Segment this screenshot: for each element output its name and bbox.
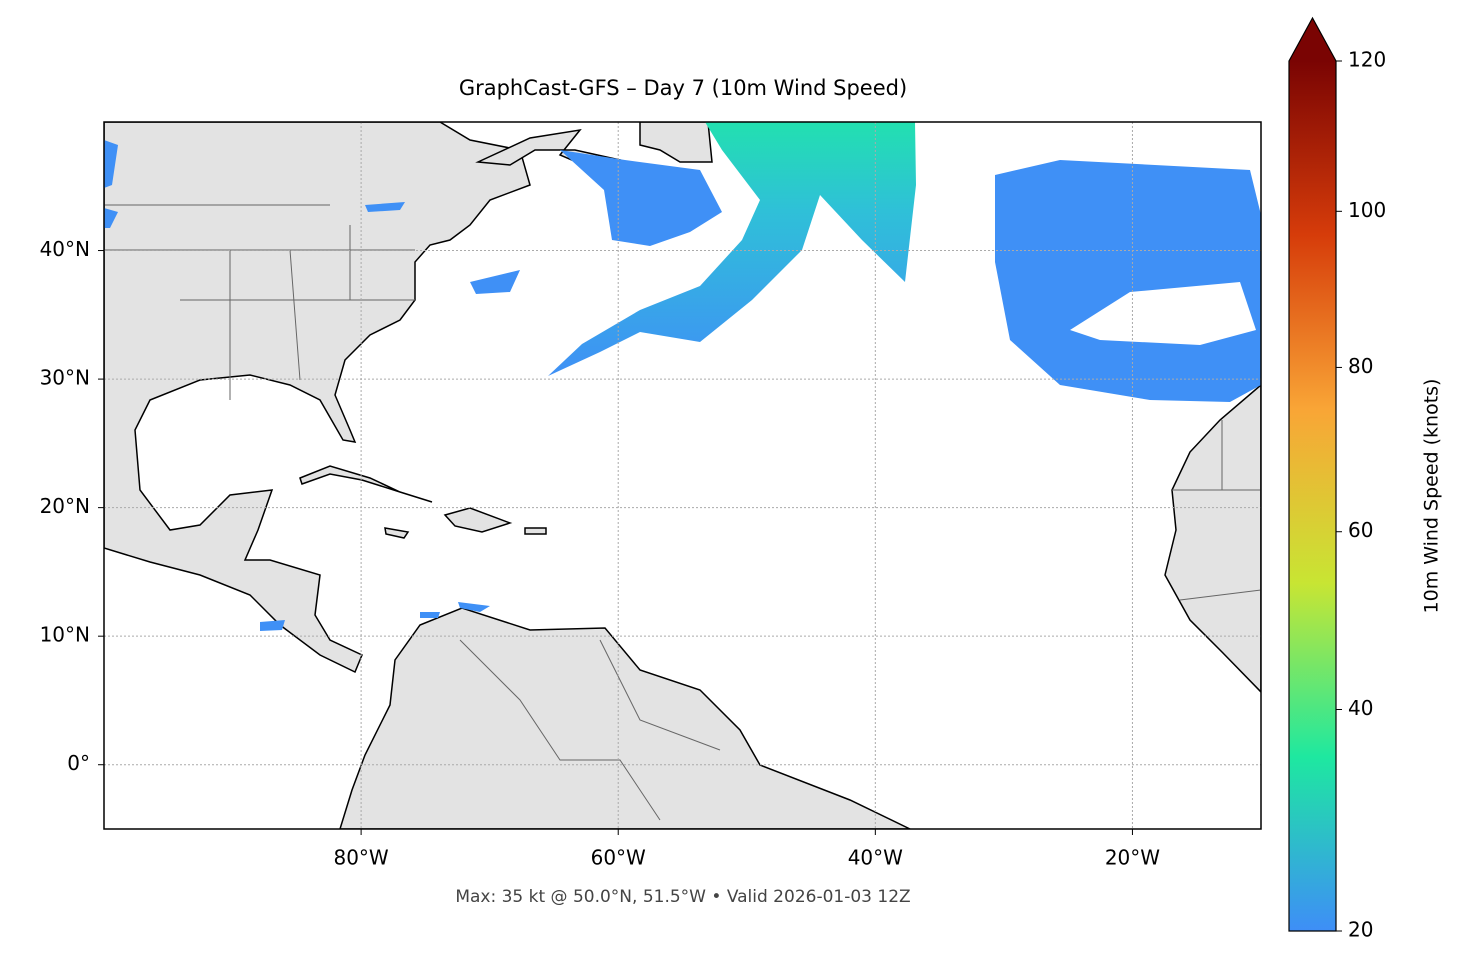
- colorbar-tick-label: 100: [1348, 198, 1386, 222]
- colorbar-tick-label: 80: [1348, 354, 1373, 378]
- map-title: GraphCast-GFS – Day 7 (10m Wind Speed): [459, 76, 907, 100]
- y-tick-label: 20°N: [40, 494, 90, 518]
- colorbar: 20 40 60 80 100 120: [1288, 16, 1386, 942]
- footnote: Max: 35 kt @ 50.0°N, 51.5°W • Valid 2026…: [455, 887, 910, 907]
- y-tick-label: 30°N: [40, 366, 90, 390]
- colorbar-tick-label: 60: [1348, 518, 1373, 542]
- x-tick-label: 80°W: [333, 846, 388, 870]
- y-tick-label: 0°: [67, 751, 90, 775]
- colorbar-label: 10m Wind Speed (knots): [1421, 379, 1443, 614]
- colorbar-scale: [1289, 61, 1336, 931]
- x-tick-label: 60°W: [591, 846, 646, 870]
- x-tick-label: 20°W: [1105, 846, 1160, 870]
- colorbar-frame: [1288, 16, 1337, 932]
- map-frame: [103, 121, 1262, 830]
- colorbar-tick-label: 20: [1348, 918, 1373, 942]
- gridlines: [104, 122, 1261, 829]
- x-tick-label: 40°W: [848, 846, 903, 870]
- colorbar-tick-label: 120: [1348, 48, 1386, 72]
- y-tick-label: 40°N: [40, 237, 90, 261]
- colorbar-extend: [1289, 18, 1336, 61]
- colorbar-tick-label: 40: [1348, 696, 1373, 720]
- wind-field: [104, 122, 1261, 631]
- y-tick-label: 10°N: [40, 623, 90, 647]
- map: [104, 122, 1261, 829]
